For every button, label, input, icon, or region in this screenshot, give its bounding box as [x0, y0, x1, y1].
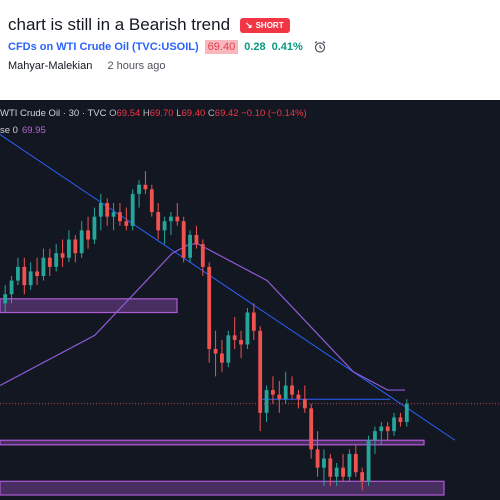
- candle-body: [194, 234, 199, 245]
- candle-body: [169, 216, 173, 222]
- candle-body: [130, 193, 135, 226]
- legend-open: 69.54: [116, 108, 141, 119]
- title-row: chart is still in a Bearish trend ↘ SHOR…: [8, 14, 290, 36]
- candle-body: [232, 335, 237, 340]
- candle-body: [124, 221, 129, 226]
- symbol-link[interactable]: CFDs on WTI Crude Oil (TVC:USOIL): [8, 41, 199, 53]
- candle-body: [105, 203, 110, 217]
- candle-body: [16, 266, 20, 281]
- candle-body: [334, 467, 339, 477]
- trendline: [0, 134, 456, 441]
- price-badge: 69.40: [204, 40, 239, 54]
- ma-legend: se 0 69.95: [0, 125, 46, 136]
- ohlc-legend: WTI Crude Oil · 30 · TVC O69.54 H69.70 L…: [0, 108, 307, 119]
- candle-body: [28, 271, 33, 286]
- candle-body: [353, 453, 358, 473]
- candle-body: [271, 390, 275, 395]
- candle-body: [22, 266, 27, 286]
- price-change-pct: 0.41%: [271, 41, 303, 53]
- legend-change: −0.10 (−0.14%): [241, 108, 307, 119]
- legend-open-label: O: [109, 108, 117, 119]
- price-chart: [0, 134, 500, 496]
- candle-body: [181, 221, 186, 258]
- idea-header: chart is still in a Bearish trend ↘ SHOR…: [0, 0, 500, 100]
- candle-body: [322, 458, 326, 468]
- legend-low-label: L: [176, 108, 182, 119]
- candle-body: [86, 230, 90, 240]
- candle-body: [207, 266, 212, 349]
- candle-body: [143, 184, 148, 190]
- candle-body: [79, 230, 84, 254]
- legend-high-label: H: [142, 108, 150, 119]
- candle-body: [60, 253, 65, 258]
- candle-body: [309, 408, 314, 450]
- candle-body: [156, 212, 161, 231]
- legend-close: 69.42: [214, 108, 239, 119]
- candle-body: [277, 394, 282, 400]
- candle-body: [226, 335, 231, 363]
- candle-body: [366, 440, 371, 482]
- zone-rect: [0, 298, 178, 314]
- candle-body: [149, 189, 154, 213]
- author-row: Mahyar-Malekian 2 hours ago: [8, 60, 166, 72]
- author-name[interactable]: Mahyar-Malekian: [8, 60, 93, 72]
- legend-instrument: WTI Crude Oil · 30 · TVC: [0, 108, 107, 119]
- candle-body: [3, 294, 8, 304]
- candle-body: [328, 458, 333, 477]
- candle-body: [251, 312, 256, 331]
- legend-low: 69.40: [181, 108, 206, 119]
- zone-rect: [0, 439, 425, 446]
- candle-body: [175, 216, 180, 222]
- candle-body: [283, 385, 288, 400]
- short-badge: ↘ SHORT: [240, 17, 290, 33]
- candle-body: [347, 453, 352, 477]
- candle-body: [220, 353, 224, 363]
- candle-body: [35, 271, 39, 276]
- legend-close-label: C: [207, 108, 215, 119]
- time-ago: 2 hours ago: [107, 60, 166, 72]
- candle-body: [98, 203, 103, 217]
- candle-body: [264, 390, 269, 413]
- candle-body: [245, 312, 250, 345]
- candle-body: [200, 244, 205, 267]
- candle-body: [373, 431, 377, 441]
- candle-body: [302, 399, 307, 409]
- price-change: 0.28: [244, 41, 266, 53]
- candle-body: [162, 221, 167, 231]
- candle-body: [392, 417, 396, 432]
- candle-body: [290, 385, 294, 395]
- candle-body: [118, 212, 122, 222]
- alarm-clock-icon[interactable]: [313, 40, 327, 54]
- candle-body: [385, 426, 390, 432]
- candle-body: [9, 280, 14, 295]
- candle-body: [41, 257, 46, 276]
- candle-body: [47, 257, 52, 267]
- candle-body: [379, 426, 384, 432]
- candle-body: [315, 449, 320, 468]
- candle-body: [360, 472, 365, 482]
- candle-body: [398, 417, 403, 422]
- candle-body: [213, 349, 218, 354]
- candle-body: [404, 403, 409, 422]
- candle-body: [137, 184, 141, 194]
- legend-high: 69.70: [149, 108, 174, 119]
- candle-body: [67, 239, 71, 258]
- candle-body: [239, 339, 243, 345]
- arrow-down-right-icon: ↘: [245, 20, 253, 30]
- candle-body: [111, 212, 116, 217]
- chart-area[interactable]: WTI Crude Oil · 30 · TVC O69.54 H69.70 L…: [0, 100, 500, 500]
- candle-body: [73, 239, 78, 254]
- candle-body: [92, 216, 97, 240]
- candle-body: [296, 394, 301, 400]
- short-badge-label: SHORT: [255, 20, 284, 30]
- candle-body: [188, 234, 192, 258]
- ma-legend-label: se 0: [0, 125, 18, 136]
- candle-body: [341, 467, 345, 477]
- zone-rect: [0, 480, 445, 496]
- symbol-row: CFDs on WTI Crude Oil (TVC:USOIL) 69.40 …: [8, 39, 327, 55]
- candle-body: [54, 253, 59, 267]
- ma-legend-value: 69.95: [21, 125, 46, 136]
- candle-body: [258, 330, 263, 413]
- idea-title[interactable]: chart is still in a Bearish trend: [8, 15, 231, 34]
